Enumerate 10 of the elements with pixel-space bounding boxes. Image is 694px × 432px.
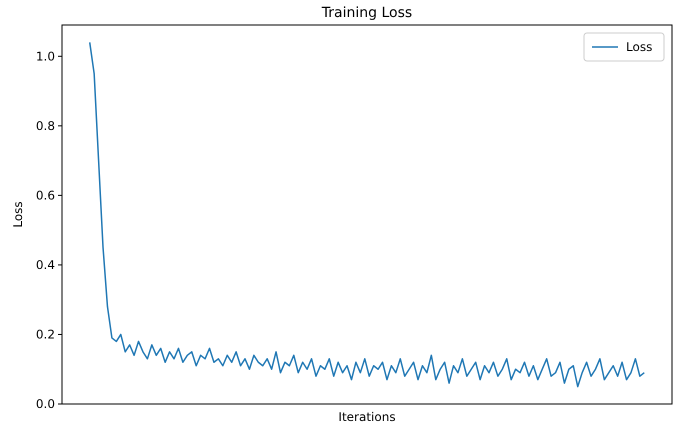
- x-axis-title: Iterations: [338, 410, 396, 424]
- y-tick-label: 1.0: [36, 49, 55, 64]
- y-tick-label: 0.4: [36, 258, 55, 272]
- y-axis-title: Loss: [11, 201, 25, 228]
- chart-title: Training Loss: [320, 5, 412, 21]
- legend-label: Loss: [626, 40, 652, 54]
- y-tick-label: 0.6: [36, 188, 55, 203]
- y-tick-label: 0.0: [36, 397, 55, 412]
- y-tick-label: 0.2: [36, 328, 55, 342]
- y-tick-label: 0.8: [36, 119, 55, 134]
